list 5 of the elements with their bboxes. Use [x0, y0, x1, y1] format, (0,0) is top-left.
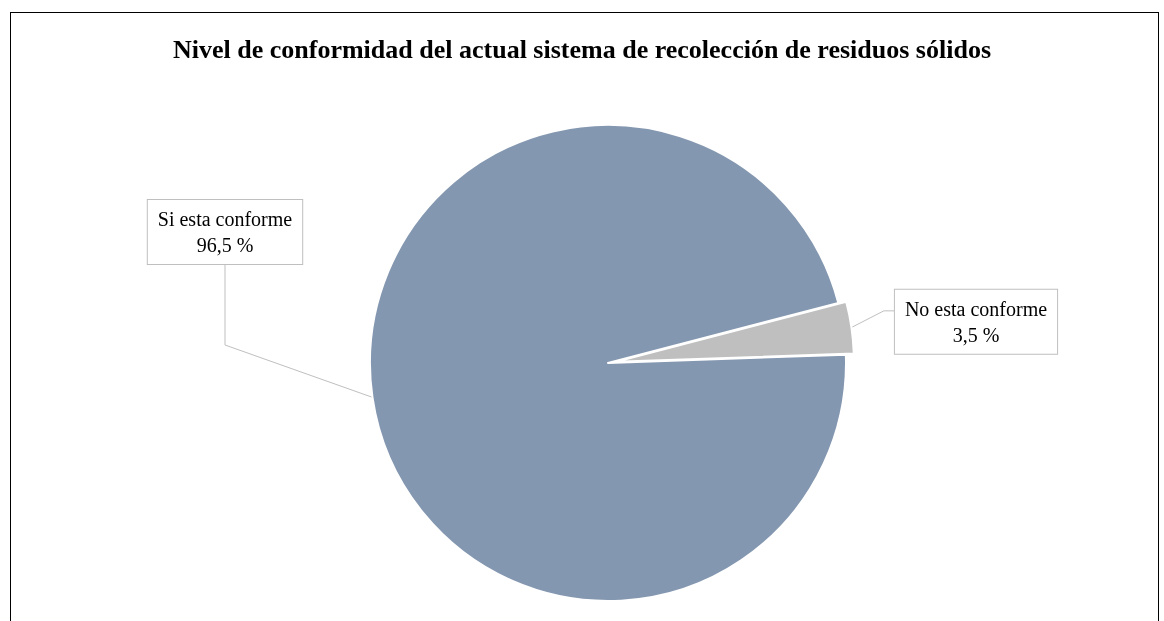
chart-title: Nivel de conformidad del actual sistema de recolección de residuos sólidos [173, 34, 991, 64]
slice-label: Si esta conforme [157, 208, 293, 230]
data-label: 3,5 % [952, 323, 1000, 346]
slice-label: No esta conforme [904, 297, 1048, 320]
data-label: 96,5 % [196, 234, 254, 256]
